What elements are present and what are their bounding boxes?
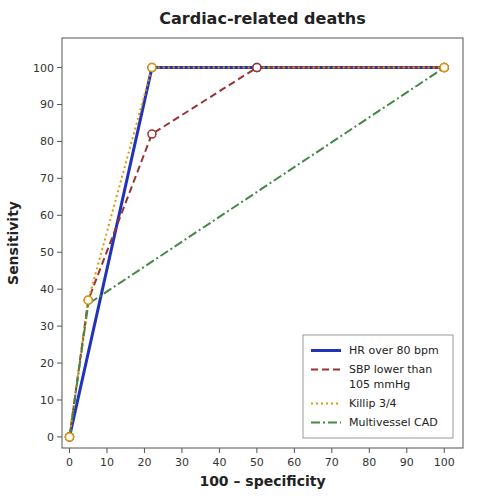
y-tick <box>57 436 62 437</box>
x-tick <box>106 448 107 453</box>
legend-swatch <box>311 369 341 371</box>
y-tick <box>57 289 62 290</box>
y-tick-label: 20 <box>40 357 54 370</box>
y-tick <box>57 215 62 216</box>
x-tick <box>331 448 332 453</box>
y-tick <box>57 178 62 179</box>
legend-label-line: 105 mmHg <box>349 378 410 391</box>
point-marker <box>65 433 73 441</box>
point-marker <box>148 130 156 138</box>
point-marker <box>65 433 73 441</box>
point-marker <box>84 296 92 304</box>
point-marker <box>440 64 448 72</box>
point-marker <box>84 296 92 304</box>
x-tick <box>219 448 220 453</box>
point-marker <box>148 64 156 72</box>
series-line <box>70 68 445 437</box>
legend-label: Killip 3/4 <box>349 397 397 410</box>
x-tick-label: 50 <box>250 456 264 469</box>
legend-label: HR over 80 bpm <box>349 344 439 357</box>
plot-area <box>65 64 448 441</box>
x-tick-label: 100 <box>434 456 455 469</box>
y-tick <box>57 67 62 68</box>
y-axis: 0 10 20 30 40 50 60 70 80 90 100 <box>33 62 62 444</box>
x-tick-label: 10 <box>100 456 114 469</box>
x-tick-label: 0 <box>66 456 73 469</box>
series-line <box>70 68 445 437</box>
y-tick-label: 70 <box>40 172 54 185</box>
y-tick-label: 10 <box>40 394 54 407</box>
x-tick-label: 90 <box>400 456 414 469</box>
x-tick <box>181 448 182 453</box>
title: Cardiac-related deaths <box>159 9 366 28</box>
point-marker <box>253 64 261 72</box>
legend-label: Multivessel CAD <box>349 416 438 429</box>
x-tick <box>369 448 370 453</box>
legend-swatch <box>311 403 341 405</box>
legend-swatch <box>311 349 341 352</box>
y-axis-label: Sensitivity <box>5 201 21 285</box>
y-tick-label: 0 <box>47 431 54 444</box>
x-tick-label: 60 <box>287 456 301 469</box>
legend: HR over 80 bpm SBP lower than 105 mmHg Kill… <box>303 335 453 438</box>
y-tick-label: 40 <box>40 283 54 296</box>
point-marker <box>65 433 73 441</box>
x-tick <box>144 448 145 453</box>
x-tick-label: 20 <box>137 456 151 469</box>
legend-label-line: Killip 3/4 <box>349 397 397 410</box>
point-marker <box>148 64 156 72</box>
series-line <box>70 68 445 437</box>
x-tick <box>406 448 407 453</box>
x-tick-label: 40 <box>212 456 226 469</box>
y-tick <box>57 104 62 105</box>
legend-label-line: SBP lower than <box>349 363 432 376</box>
legend-swatch <box>311 422 341 424</box>
y-tick <box>57 252 62 253</box>
y-tick-label: 60 <box>40 209 54 222</box>
y-tick-label: 30 <box>40 320 54 333</box>
legend-label: SBP lower than 105 mmHg <box>349 363 432 391</box>
x-tick-label: 80 <box>362 456 376 469</box>
y-tick <box>57 363 62 364</box>
y-tick-label: 90 <box>40 98 54 111</box>
y-tick <box>57 326 62 327</box>
x-tick <box>294 448 295 453</box>
y-tick <box>57 399 62 400</box>
x-axis-label: 100 – specificity <box>199 473 325 489</box>
plot-frame <box>62 38 463 448</box>
x-tick <box>69 448 70 453</box>
y-tick-label: 100 <box>33 62 54 75</box>
x-tick <box>256 448 257 453</box>
x-axis: 0 10 20 30 40 50 60 70 80 90 100 <box>66 448 455 469</box>
x-tick-label: 30 <box>175 456 189 469</box>
y-tick-label: 50 <box>40 246 54 259</box>
x-tick-label: 70 <box>325 456 339 469</box>
y-tick-label: 80 <box>40 135 54 148</box>
point-marker <box>440 64 448 72</box>
point-marker <box>253 64 261 72</box>
x-tick <box>444 448 445 453</box>
legend-label-line: Multivessel CAD <box>349 416 438 429</box>
y-tick <box>57 141 62 142</box>
series-line <box>70 68 445 437</box>
legend-label-line: HR over 80 bpm <box>349 344 439 357</box>
point-marker <box>440 64 448 72</box>
legend-box <box>303 335 453 438</box>
chart: 0 10 20 30 40 50 60 70 80 90 100 0 10 20 30 40 50 60 70 80 9… <box>0 0 478 500</box>
